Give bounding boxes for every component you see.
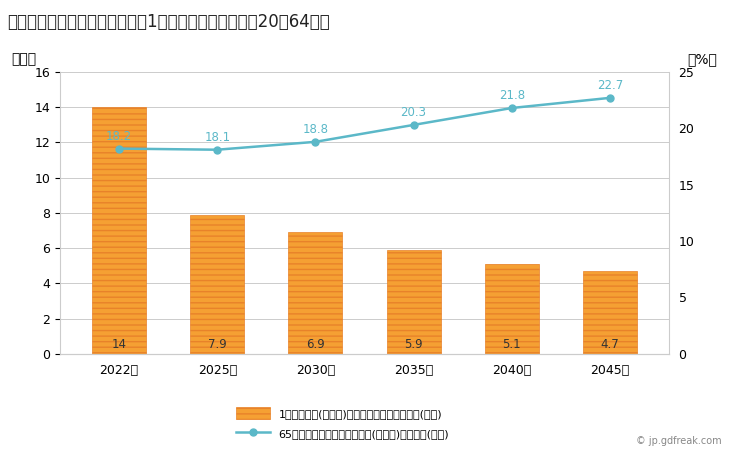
Text: 5.1: 5.1 — [502, 338, 521, 351]
Text: 14: 14 — [112, 338, 127, 351]
Bar — [386, 250, 440, 354]
Text: 20.3: 20.3 — [400, 106, 426, 119]
Text: おおい町の要介護（要支援）者1人を支える現役世代（20〜64歳）: おおい町の要介護（要支援）者1人を支える現役世代（20〜64歳） — [7, 14, 330, 32]
Bar — [485, 264, 539, 354]
Text: 18.2: 18.2 — [106, 130, 132, 143]
Text: 5.9: 5.9 — [405, 338, 423, 351]
Text: 18.8: 18.8 — [303, 123, 329, 136]
Bar — [583, 271, 637, 354]
Text: 18.1: 18.1 — [204, 131, 230, 144]
Text: 4.7: 4.7 — [601, 338, 619, 351]
Text: 7.9: 7.9 — [208, 338, 227, 351]
Bar — [289, 232, 343, 354]
Text: ［人］: ［人］ — [12, 52, 36, 66]
Bar — [190, 215, 244, 354]
Legend: 1人の要介護(要支援)者を支える現役世代人数(左軸), 65歳以上人口にしめる要介護(要支援)者の割合(右軸): 1人の要介護(要支援)者を支える現役世代人数(左軸), 65歳以上人口にしめる要… — [230, 401, 455, 445]
Text: 22.7: 22.7 — [597, 79, 623, 92]
Bar — [92, 107, 146, 354]
Text: 21.8: 21.8 — [499, 90, 525, 102]
Text: 6.9: 6.9 — [306, 338, 325, 351]
Text: © jp.gdfreak.com: © jp.gdfreak.com — [636, 436, 722, 446]
Text: ［%］: ［%］ — [687, 52, 717, 66]
